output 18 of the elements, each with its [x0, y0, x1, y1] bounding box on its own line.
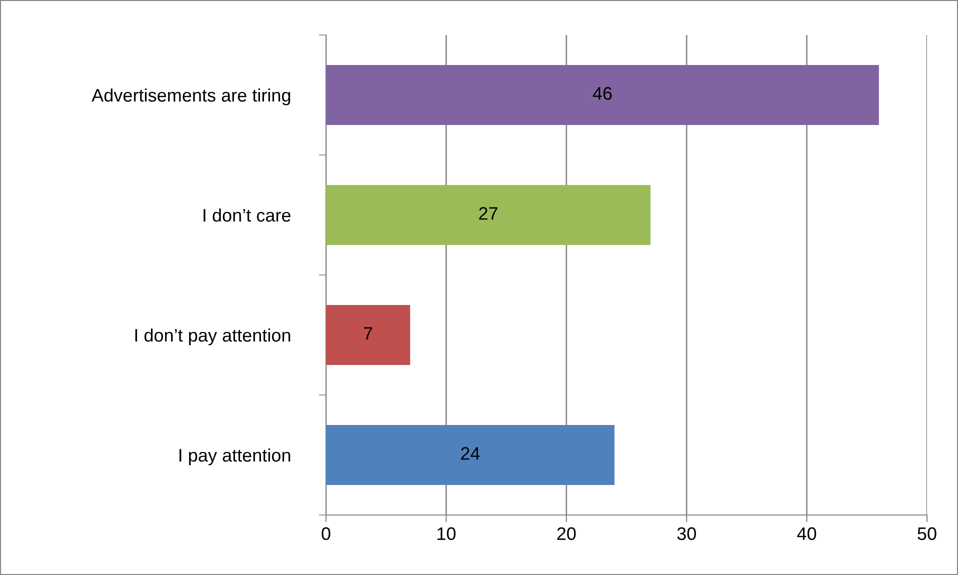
data-label: 24	[461, 447, 480, 460]
bar	[326, 305, 410, 365]
data-label: 27	[479, 207, 498, 220]
y-tick-label: I don’t care	[204, 208, 290, 222]
bar	[326, 65, 879, 125]
y-tick-label: I pay attention	[180, 448, 290, 466]
x-tick-label: 0	[322, 527, 330, 540]
x-tick-label: 40	[797, 527, 816, 540]
bar	[326, 185, 651, 245]
bar	[326, 425, 614, 485]
y-tick-label: I don’t pay attention	[135, 328, 290, 346]
x-tick-label: 50	[918, 527, 936, 540]
y-tick-label: Advertisements are tiring	[92, 88, 290, 106]
x-tick-label: 20	[557, 527, 576, 540]
x-tick-label: 10	[438, 527, 456, 540]
data-label: 7	[364, 327, 372, 340]
x-tick-label: 30	[677, 527, 696, 540]
data-label: 46	[592, 87, 612, 100]
